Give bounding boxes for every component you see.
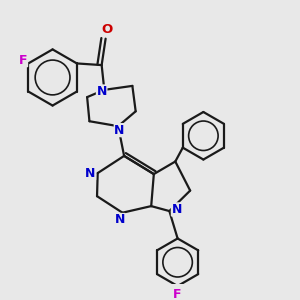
Text: N: N — [97, 85, 107, 98]
Text: F: F — [173, 288, 182, 300]
Text: O: O — [102, 23, 113, 36]
Text: N: N — [85, 167, 96, 180]
Text: N: N — [115, 214, 125, 226]
Text: F: F — [19, 54, 28, 67]
Text: N: N — [114, 124, 125, 136]
Text: N: N — [171, 203, 182, 216]
